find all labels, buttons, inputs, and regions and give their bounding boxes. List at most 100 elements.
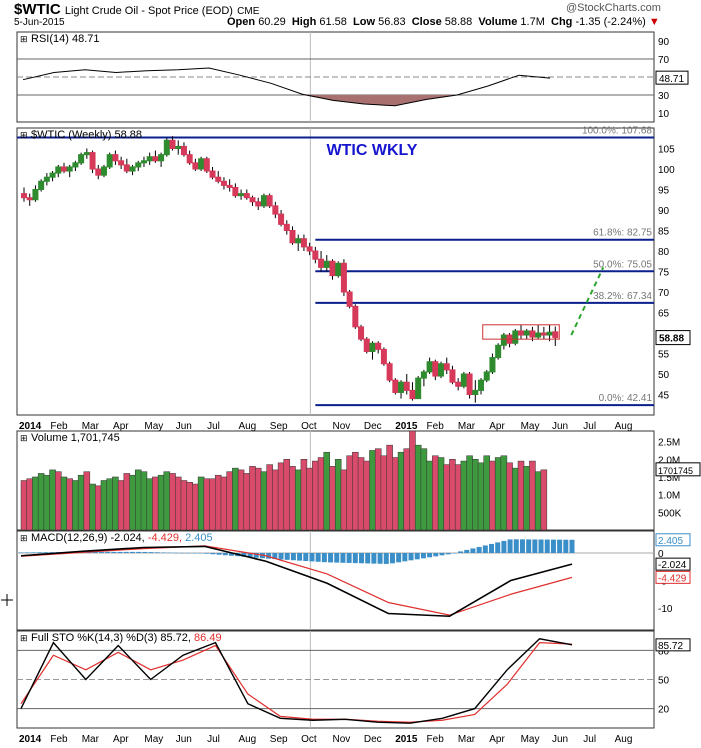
macd-histogram-bar <box>538 539 544 553</box>
candle-up <box>460 373 467 387</box>
volume-bar <box>534 471 542 531</box>
price-x-label: Aug <box>615 421 633 432</box>
macd-panel-icon: ⊞ <box>20 533 28 543</box>
volume-bar <box>306 467 313 531</box>
candle-up <box>512 330 519 344</box>
price-tick-label: 105 <box>658 145 675 156</box>
volume-bar <box>449 459 456 531</box>
macd-histogram-bar <box>321 553 327 563</box>
candle-up <box>398 381 405 393</box>
volume-bar <box>180 480 188 531</box>
price-x-label: Mar <box>82 421 100 432</box>
volume-bar <box>89 483 96 531</box>
sto-tick-label: 50 <box>658 676 670 687</box>
volume-bar <box>363 460 371 531</box>
macd-histogram-bar <box>49 552 55 553</box>
candle-down <box>375 342 382 350</box>
macd-histogram-bar <box>309 553 315 562</box>
macd-histogram-bar <box>191 553 197 554</box>
macd-histogram-bar <box>476 546 482 553</box>
rsi-title: RSI(14) 48.71 <box>31 33 99 45</box>
fib-label: 61.8%: 82.75 <box>593 228 652 239</box>
macd-histogram-bar <box>148 552 154 553</box>
candle-up <box>72 162 79 168</box>
candle-up <box>66 166 73 172</box>
volume-bar <box>123 473 131 531</box>
volume-bar <box>249 466 256 531</box>
fib-label: 38.2%: 67.34 <box>593 291 652 302</box>
sto-x-label: Aug <box>615 734 633 745</box>
candle-down <box>392 379 399 393</box>
macd-histogram-bar <box>154 552 160 553</box>
candle-down <box>220 180 227 186</box>
volume-bar <box>540 469 548 531</box>
volume-bar <box>374 448 382 531</box>
macd-histogram-bar <box>414 553 420 560</box>
volume-bar <box>380 455 388 531</box>
candle-down <box>358 326 365 340</box>
candle-down <box>403 381 410 391</box>
candle-up <box>78 154 85 164</box>
volume-bar <box>523 466 530 531</box>
instrument-name: Light Crude Oil - Spot Price (EOD) <box>64 5 233 17</box>
candle-down <box>340 262 347 293</box>
candle-down <box>466 373 473 395</box>
macd-histogram-bar <box>43 552 49 553</box>
low-value: 56.83 <box>378 16 406 28</box>
candle-down <box>243 193 250 199</box>
sto-x-label: 2015 <box>395 734 418 745</box>
price-x-label: Apr <box>489 421 505 432</box>
volume-bar <box>214 474 222 531</box>
candle-down <box>300 238 307 248</box>
candle-up <box>369 342 376 352</box>
macd-histogram-bar <box>352 553 358 564</box>
macd-histogram-bar <box>136 551 142 553</box>
fib-label: 50.0%: 75.05 <box>593 259 652 270</box>
candle-down <box>318 258 325 268</box>
macd-histogram-bar <box>433 553 439 557</box>
price-x-label: 2015 <box>395 421 418 432</box>
sto-x-label: Aug <box>238 734 256 745</box>
candle-up <box>100 166 107 176</box>
sto-x-label: Jul <box>207 734 220 745</box>
candle-down <box>226 184 233 188</box>
volume-last-label: 1701745 <box>658 466 693 476</box>
volume-bar <box>266 464 273 531</box>
macd-histogram-bar <box>519 539 525 553</box>
price-tick-label: 65 <box>658 309 670 320</box>
macd-histogram-bar <box>544 539 550 553</box>
candle-up <box>523 330 530 336</box>
candle-up <box>335 262 342 277</box>
macd-histogram-bar <box>247 553 253 558</box>
macd-histogram-bar <box>228 553 234 556</box>
sto-x-label: Sep <box>270 734 288 745</box>
consolidation-box <box>482 324 560 340</box>
candle-down <box>352 305 359 328</box>
macd-histogram-bar <box>501 540 507 553</box>
volume-bar <box>26 478 33 531</box>
volume-bar <box>237 469 245 531</box>
volume-bar <box>529 460 536 531</box>
macd-histogram-bar <box>278 553 284 560</box>
price-x-label: Jun <box>552 421 568 432</box>
volume-bar <box>209 478 216 531</box>
macd-histogram-bar <box>489 543 495 553</box>
sto-x-label: Feb <box>50 734 68 745</box>
macd-histogram-bar <box>464 549 470 553</box>
volume-bar <box>163 471 171 531</box>
candle-up <box>146 156 153 162</box>
open-value: 60.29 <box>258 16 286 28</box>
macd-histogram-bar <box>513 539 519 553</box>
macd-tick-label: 0 <box>658 549 664 560</box>
volume-bar <box>66 478 73 531</box>
macd-histogram-bar <box>563 539 569 553</box>
sto-x-label: Jul <box>583 734 596 745</box>
macd-histogram-bar <box>105 551 111 553</box>
volume-bar <box>254 467 262 531</box>
candle-up <box>438 363 445 377</box>
candle-down <box>123 164 130 172</box>
price-x-label: 2014 <box>19 421 42 432</box>
macd-histogram-bar <box>167 552 173 554</box>
candle-up <box>478 379 485 391</box>
